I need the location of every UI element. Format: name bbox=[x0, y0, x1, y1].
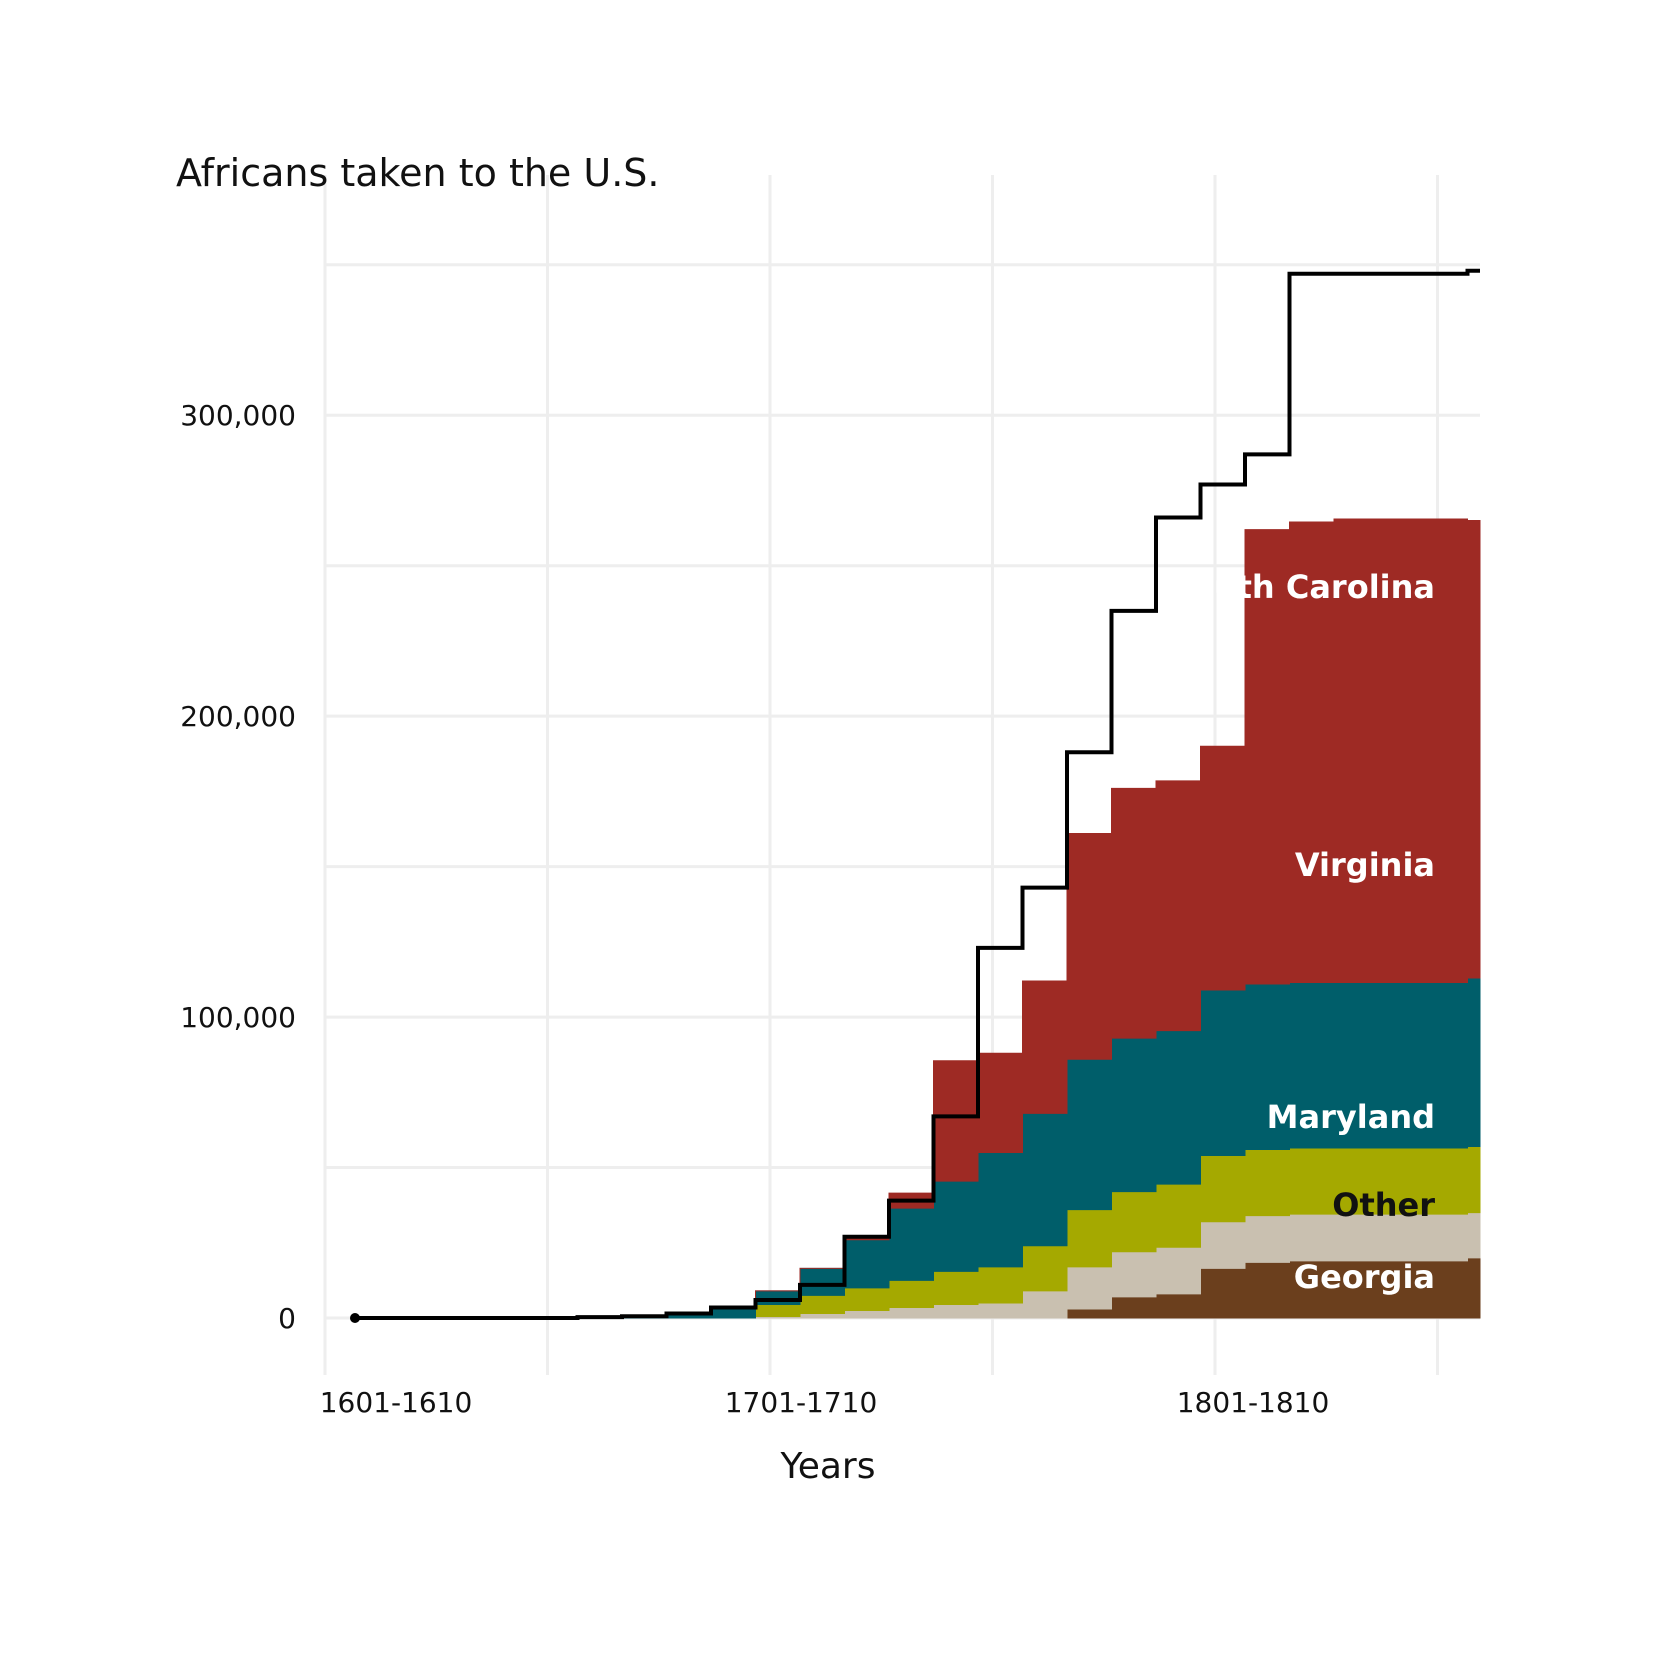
y-tick-label: 0 bbox=[278, 1302, 296, 1335]
y-tick-label: 300,000 bbox=[180, 399, 296, 432]
stacked-areas bbox=[355, 518, 1481, 1319]
x-axis-title: Years bbox=[780, 1446, 876, 1487]
x-axis: 1601-1610 1701-1710 1801-1810 bbox=[320, 1386, 1330, 1419]
total-line-group bbox=[350, 268, 1480, 1323]
series-label-georgia: Georgia bbox=[1294, 1258, 1435, 1296]
x-tick-label: 1701-1710 bbox=[725, 1386, 878, 1419]
y-axis: 0 100,000 200,000 300,000 bbox=[180, 399, 296, 1335]
series-label-virginia: Virginia bbox=[1295, 846, 1435, 884]
series-label-south-carolina: South Carolina bbox=[1169, 568, 1435, 606]
series-label-maryland: Maryland bbox=[1267, 1098, 1435, 1136]
area-south-carolina bbox=[355, 518, 1481, 1319]
series-labels: Georgia Other Maryland Virginia South Caroli… bbox=[1169, 568, 1435, 1296]
y-tick-label: 200,000 bbox=[180, 700, 296, 733]
chart-title: Africans taken to the U.S. bbox=[176, 151, 659, 195]
x-tick-label: 1601-1610 bbox=[320, 1386, 473, 1419]
y-tick-label: 100,000 bbox=[180, 1001, 296, 1034]
x-tick-label: 1801-1810 bbox=[1177, 1386, 1330, 1419]
total-line-start-dot bbox=[350, 1313, 360, 1323]
total-line bbox=[355, 268, 1480, 1320]
series-label-other: Other bbox=[1332, 1186, 1435, 1224]
